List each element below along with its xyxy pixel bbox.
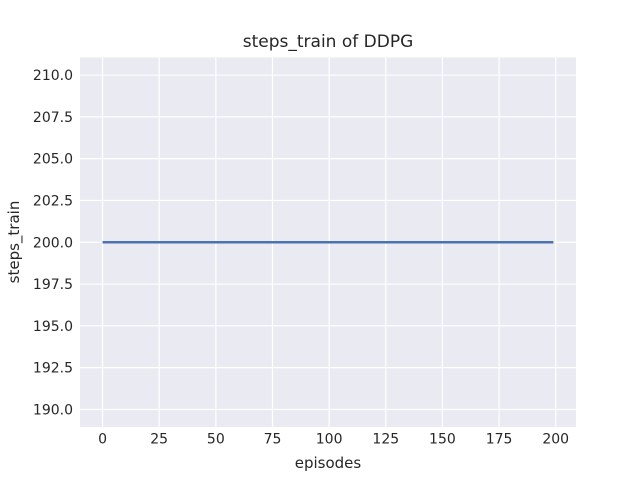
- x-tick-label: 75: [264, 432, 282, 448]
- chart-title: steps_train of DDPG: [242, 32, 414, 52]
- x-tick-label: 100: [316, 432, 343, 448]
- x-tick-label: 200: [542, 432, 569, 448]
- y-tick-label: 192.5: [33, 361, 73, 377]
- y-tick-label: 190.0: [33, 402, 73, 418]
- y-tick-label: 207.5: [33, 110, 73, 126]
- y-tick-label: 210.0: [33, 68, 73, 84]
- x-tick-label: 150: [429, 432, 456, 448]
- x-tick-label: 50: [207, 432, 225, 448]
- y-tick-label: 197.5: [33, 277, 73, 293]
- y-tick-label: 195.0: [33, 319, 73, 335]
- y-tick-label: 205.0: [33, 152, 73, 168]
- x-tick-label: 0: [98, 432, 107, 448]
- x-tick-label: 125: [372, 432, 399, 448]
- y-axis-label: steps_train: [5, 200, 23, 284]
- y-tick-label: 202.5: [33, 193, 73, 209]
- x-axis-label: episodes: [294, 454, 362, 472]
- x-tick-label: 25: [150, 432, 168, 448]
- y-tick-label: 200.0: [33, 235, 73, 251]
- x-tick-label: 175: [486, 432, 513, 448]
